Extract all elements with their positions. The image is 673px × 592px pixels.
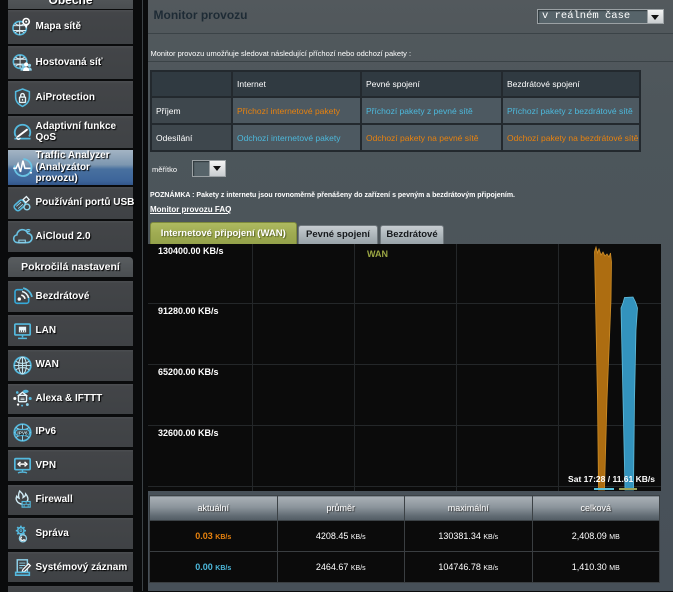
svg-text:IPV6: IPV6 [17,430,28,435]
